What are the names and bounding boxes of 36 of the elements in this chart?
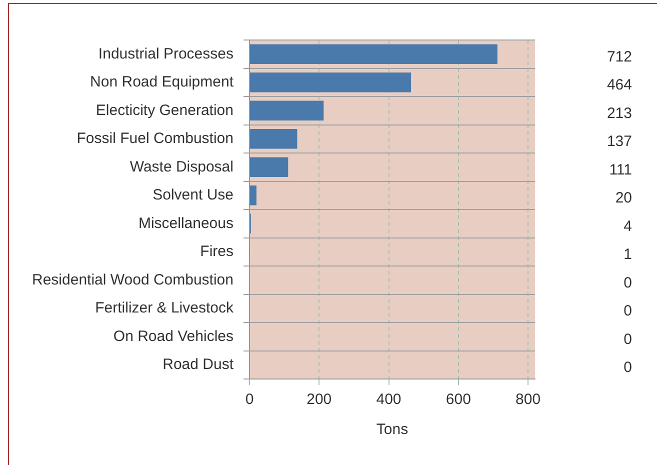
data-label: 0: [624, 330, 632, 348]
y-tick-label: Miscellaneous: [138, 214, 234, 232]
data-label: 111: [609, 161, 632, 178]
y-tick-label: Residential Wood Combustion: [32, 271, 234, 288]
x-tick-label: 400: [376, 391, 402, 408]
y-tick-label: Industrial Processes: [98, 45, 234, 62]
y-tick-label: Road Dust: [162, 356, 234, 374]
y-tick-label: On Road Vehicles: [113, 328, 234, 345]
x-axis-title: Tons: [376, 421, 408, 438]
y-tick-label: Fertilizer & Livestock: [95, 300, 234, 317]
data-label: 20: [615, 190, 632, 207]
bar: [250, 44, 498, 64]
y-tick-label: Fires: [200, 243, 234, 260]
data-label: 0: [624, 359, 632, 376]
bar: [250, 157, 288, 178]
y-tick-label: Waste Disposal: [130, 158, 234, 176]
y-tick-label: Electicity Generation: [96, 102, 234, 119]
x-tick-label: 600: [446, 391, 471, 408]
y-tick-label: Solvent Use: [152, 186, 234, 204]
x-tick-label: 800: [516, 391, 541, 408]
data-label: 0: [624, 274, 632, 292]
bar: [250, 100, 324, 121]
x-tick-label: 200: [306, 391, 332, 408]
data-label: 1: [624, 246, 632, 264]
data-label: 464: [606, 76, 632, 94]
bar: [250, 128, 298, 149]
y-tick-label: Fossil Fuel Combustion: [76, 130, 234, 148]
bar: [250, 72, 412, 92]
data-label: 4: [624, 218, 632, 235]
data-label: 213: [606, 104, 632, 122]
data-label: 712: [606, 48, 632, 66]
x-tick-label: 0: [245, 391, 254, 408]
bar: [250, 185, 256, 206]
data-label: 0: [624, 302, 632, 320]
y-tick-label: Non Road Equipment: [90, 74, 234, 91]
data-label: 137: [606, 133, 632, 150]
